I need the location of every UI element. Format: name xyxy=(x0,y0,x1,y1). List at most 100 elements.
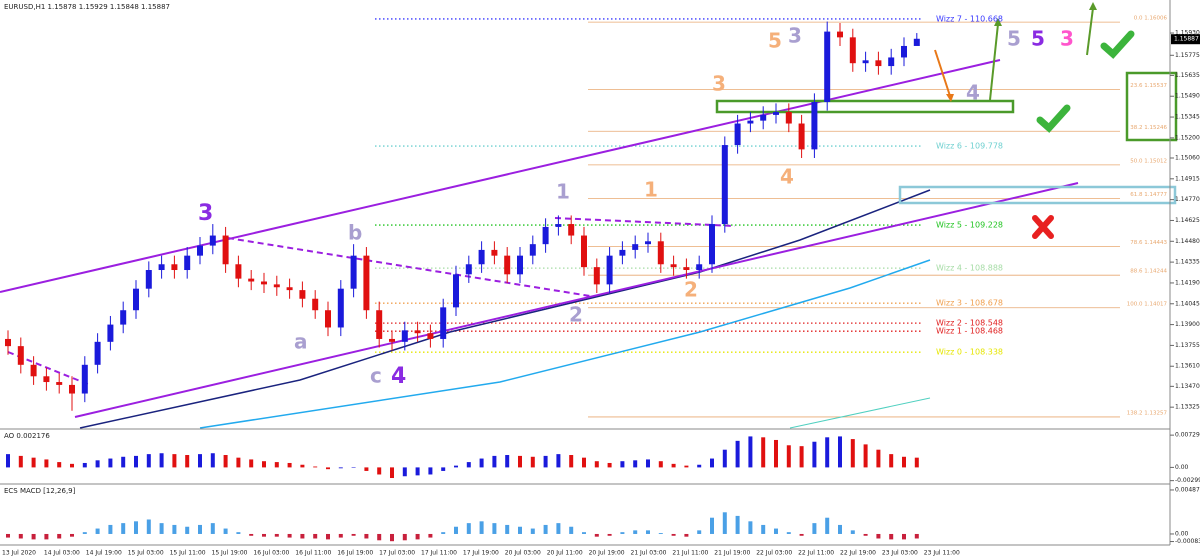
candle-body xyxy=(785,112,792,124)
ao-bar xyxy=(262,461,266,468)
macd-bar xyxy=(799,533,804,536)
y-tick-label: 1.14045 xyxy=(1175,300,1200,307)
macd-bar xyxy=(390,533,394,542)
macd-bar xyxy=(262,533,266,537)
y-tick-label: 1.14190 xyxy=(1175,279,1200,286)
candle-body xyxy=(504,255,511,275)
wave-label: 1 xyxy=(644,178,658,202)
y-tick-label: 0.004872 xyxy=(1175,486,1200,493)
candle-body xyxy=(606,255,613,285)
ao-bar xyxy=(300,464,305,468)
ao-bar xyxy=(274,462,279,468)
level-label: Wizz 7 - 110.668 xyxy=(936,14,1003,23)
candle-body xyxy=(824,31,831,102)
ao-bar xyxy=(697,464,702,468)
wave-label: 3 xyxy=(788,24,802,48)
ao-bar xyxy=(159,453,164,468)
macd-bar xyxy=(121,523,126,534)
candle-body xyxy=(478,249,485,265)
x-tick-label: 17 Jul 11:00 xyxy=(421,550,457,557)
candle-body xyxy=(107,324,114,342)
arrow-head xyxy=(946,94,954,102)
ao-bar xyxy=(185,455,190,468)
macd-bar xyxy=(6,533,10,538)
candle-body xyxy=(453,274,459,308)
y-tick-label: 1.13470 xyxy=(1175,383,1200,390)
x-tick-label: 14 Jul 19:00 xyxy=(86,550,122,557)
x-tick-label: 13 Jul 2020 xyxy=(2,550,36,557)
y-tick-label: 1.15345 xyxy=(1175,114,1200,121)
candle-body xyxy=(158,264,165,271)
candle-body xyxy=(43,376,50,383)
macd-bar xyxy=(274,533,279,537)
ao-bar xyxy=(82,462,87,468)
candle-body xyxy=(376,310,383,339)
candle-body xyxy=(849,37,856,64)
x-tick-label: 21 Jul 19:00 xyxy=(714,550,750,557)
candle-body xyxy=(440,307,447,339)
ao-bar xyxy=(812,441,817,468)
ao-bar xyxy=(786,445,791,468)
level-label: Wizz 5 - 109.228 xyxy=(936,221,1003,230)
candle-body xyxy=(734,123,741,146)
y-tick-label: 1.15635 xyxy=(1175,72,1200,79)
ao-bar xyxy=(838,436,842,468)
candle-body xyxy=(145,270,152,289)
candle-body xyxy=(555,224,562,227)
ao-bar xyxy=(543,455,548,468)
candle-body xyxy=(657,241,664,265)
macd-bar xyxy=(505,524,510,534)
wave-label: 1 xyxy=(556,180,570,204)
wave-label: 3 xyxy=(1060,27,1074,51)
macd-bar xyxy=(454,526,458,534)
ao-bar xyxy=(914,457,919,468)
x-tick-label: 16 Jul 11:00 xyxy=(295,550,331,557)
wave-label: 4 xyxy=(391,364,406,389)
ao-bar xyxy=(607,462,612,468)
y-tick-label: 1.14915 xyxy=(1175,175,1200,182)
ao-bar xyxy=(364,467,369,471)
price-marker-label: 1.15887 xyxy=(1174,36,1199,43)
candle-body xyxy=(69,384,75,394)
macd-bar xyxy=(633,530,638,534)
support-box xyxy=(898,185,1177,205)
ao-bar xyxy=(735,440,740,468)
macd-bar xyxy=(582,532,586,534)
candle-body xyxy=(273,284,280,288)
x-tick-label: 21 Jul 03:00 xyxy=(631,550,667,557)
macd-bar xyxy=(479,521,484,534)
ao-bar xyxy=(377,467,382,475)
macd-bar xyxy=(543,524,548,534)
ao-bar xyxy=(658,461,663,468)
macd-bar xyxy=(530,528,535,534)
candle-body xyxy=(517,255,523,275)
ao-bar xyxy=(338,467,343,469)
ao-bar xyxy=(390,467,394,479)
ao-bar xyxy=(774,439,778,468)
candle-body xyxy=(568,224,575,236)
candle-body xyxy=(529,244,536,256)
wave-label: 4 xyxy=(966,81,980,105)
macd-bar xyxy=(914,533,919,539)
candle-body xyxy=(120,310,127,325)
fib-label: 78.6 1.14443 xyxy=(1130,240,1167,246)
fib-label: 100.0 1.14017 xyxy=(1127,301,1168,307)
level-label: Wizz 6 - 109.778 xyxy=(936,142,1003,151)
macd-bar xyxy=(774,528,778,534)
macd-bar xyxy=(82,532,87,534)
macd-bar xyxy=(671,533,676,536)
ao-bar xyxy=(466,462,471,468)
ao-bar xyxy=(582,457,586,468)
y-tick-label: 0.00 xyxy=(1175,464,1189,471)
ao-bar xyxy=(287,462,292,468)
y-tick-label: 0.00 xyxy=(1175,530,1189,537)
x-tick-label: 20 Jul 11:00 xyxy=(547,550,583,557)
candle-body xyxy=(709,224,715,265)
ao-bar xyxy=(799,446,804,468)
ao-bar xyxy=(351,467,356,468)
ao-bar xyxy=(684,465,689,468)
candle-body xyxy=(81,364,88,394)
channel-top xyxy=(0,59,1001,293)
macd-bar xyxy=(300,533,305,539)
